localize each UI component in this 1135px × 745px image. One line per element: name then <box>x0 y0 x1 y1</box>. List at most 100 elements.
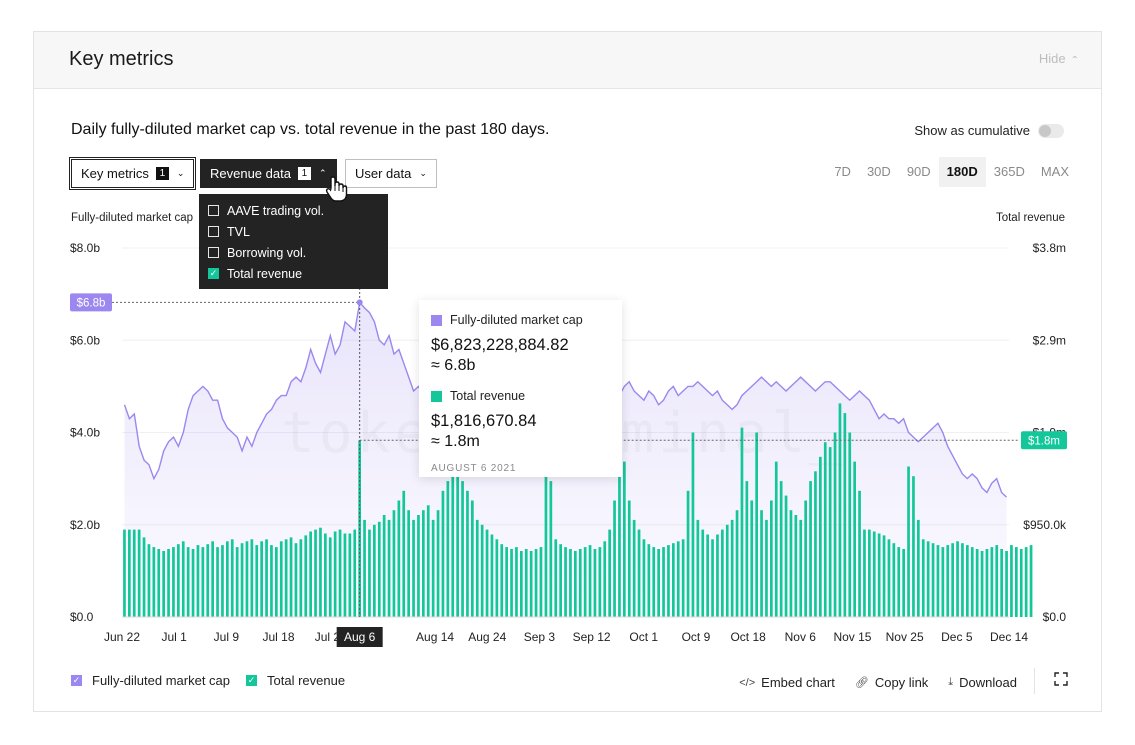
revenue-bar <box>858 490 861 617</box>
chevron-down-icon: ⌄ <box>419 168 427 178</box>
x-axis-tick-label: Aug 24 <box>468 630 506 644</box>
revenue-bar <box>843 413 847 617</box>
revenue-bar <box>716 534 719 617</box>
legend-item-total-revenue[interactable]: ✓ Total revenue <box>246 673 345 688</box>
range-7d[interactable]: 7D <box>834 164 851 179</box>
embed-chart-button[interactable]: </> Embed chart <box>739 675 835 690</box>
tooltip-mc-row: Fully-diluted market cap <box>431 313 610 327</box>
copy-link-button[interactable]: 🔗︎ Copy link <box>855 675 928 690</box>
revenue-bar <box>882 535 886 617</box>
range-max[interactable]: MAX <box>1040 164 1069 179</box>
download-button[interactable]: ⤓ Download <box>948 675 1017 690</box>
chart-tooltip: Fully-diluted market cap $6,823,228,884.… <box>419 300 622 477</box>
right-axis-tick-label: $950.0k <box>1023 518 1067 532</box>
revenue-bar <box>907 466 910 617</box>
revenue-bar <box>392 510 396 617</box>
revenue-bar <box>250 539 254 617</box>
revenue-bar <box>897 547 901 617</box>
revenue-bar <box>863 529 866 617</box>
revenue-bar <box>397 500 401 617</box>
revenue-bar <box>672 543 675 617</box>
x-axis-tick-label: Oct 1 <box>629 630 658 644</box>
menu-item-total-revenue[interactable]: ✓ Total revenue <box>208 263 388 284</box>
revenue-data-dropdown-label: Revenue data <box>210 166 291 181</box>
range-180d[interactable]: 180D <box>938 157 986 187</box>
revenue-bar <box>564 547 567 617</box>
revenue-swatch <box>431 390 442 402</box>
revenue-bar <box>191 549 195 617</box>
revenue-bar <box>314 529 317 617</box>
menu-item-borrowing-vol[interactable]: Borrowing vol. <box>208 242 388 263</box>
chart-subtitle: Daily fully-diluted market cap vs. total… <box>71 121 550 138</box>
revenue-bar <box>201 547 205 617</box>
revenue-bar <box>529 551 533 617</box>
revenue-bar <box>324 533 327 617</box>
link-icon: 🔗︎ <box>854 677 869 689</box>
revenue-bar <box>230 539 234 617</box>
revenue-bar <box>221 545 224 617</box>
revenue-bar <box>368 529 371 617</box>
chart-actions: </> Embed chart 🔗︎ Copy link ⤓ Download <box>719 675 1017 690</box>
revenue-bar <box>426 505 430 617</box>
revenue-bar <box>618 471 621 617</box>
revenue-bar <box>373 524 376 618</box>
revenue-bar <box>304 535 308 617</box>
revenue-bar <box>828 447 832 617</box>
right-axis-tick-label: $0.0 <box>1043 610 1067 624</box>
revenue-bar <box>451 466 455 617</box>
revenue-bar <box>725 524 729 618</box>
card-header: Key metrics Hide ⌃ <box>34 32 1101 89</box>
revenue-bar <box>309 531 312 617</box>
revenue-bar <box>784 495 788 617</box>
cumulative-toggle[interactable] <box>1038 123 1064 138</box>
range-365d[interactable]: 365D <box>993 164 1025 179</box>
revenue-bar <box>647 544 651 617</box>
tooltip-rev-row: Total revenue <box>431 389 610 403</box>
revenue-bar <box>721 529 724 617</box>
revenue-bar <box>475 519 479 617</box>
x-axis-tick-label: Jul 1 <box>161 630 187 644</box>
revenue-bar <box>711 539 714 617</box>
revenue-bar <box>167 549 170 617</box>
checkbox-icon <box>208 205 219 216</box>
revenue-bar <box>569 549 572 617</box>
tooltip-rev-label: Total revenue <box>450 389 526 403</box>
revenue-bar <box>1005 551 1008 617</box>
menu-item-aave-trading-vol[interactable]: AAVE trading vol. <box>208 200 388 221</box>
revenue-bar <box>319 527 322 617</box>
revenue-bar <box>382 515 386 617</box>
revenue-bar <box>774 461 778 617</box>
key-metrics-dropdown[interactable]: Key metrics 1 ⌄ <box>68 157 197 190</box>
embed-label: Embed chart <box>761 675 835 690</box>
x-axis-tick-label: Nov 25 <box>886 630 924 644</box>
revenue-bar <box>333 531 337 617</box>
download-icon: ⤓ <box>948 676 954 688</box>
revenue-bar <box>770 500 773 617</box>
range-90d[interactable]: 90D <box>906 164 931 179</box>
revenue-bar <box>1010 545 1013 617</box>
revenue-bar <box>814 471 817 617</box>
revenue-bar <box>260 541 263 617</box>
cumulative-toggle-row: Show as cumulative <box>914 123 1064 138</box>
legend-item-market-cap[interactable]: ✓ Fully-diluted market cap <box>71 673 230 688</box>
user-data-dropdown[interactable]: User data ⌄ <box>345 159 437 188</box>
range-30d[interactable]: 30D <box>866 164 891 179</box>
revenue-bar <box>196 545 200 617</box>
revenue-bar <box>456 471 459 617</box>
revenue-data-dropdown[interactable]: Revenue data 1 ⌃ <box>200 159 337 188</box>
x-axis-tick-label: Sep 3 <box>524 630 556 644</box>
revenue-bar <box>652 547 656 617</box>
revenue-data-count-badge: 1 <box>297 167 311 180</box>
revenue-bar <box>765 519 768 617</box>
revenue-bar <box>510 549 513 617</box>
revenue-bar <box>936 545 940 617</box>
revenue-bar <box>642 539 646 617</box>
revenue-bar <box>544 447 548 617</box>
hide-button[interactable]: Hide ⌃ <box>1039 51 1079 66</box>
revenue-bar <box>598 547 602 617</box>
revenue-bar <box>549 481 553 617</box>
x-axis-tick-label: Oct 9 <box>682 630 711 644</box>
left-axis-tick-label: $4.0b <box>70 426 100 440</box>
menu-item-tvl[interactable]: TVL <box>208 221 388 242</box>
fullscreen-icon[interactable] <box>1054 672 1068 686</box>
